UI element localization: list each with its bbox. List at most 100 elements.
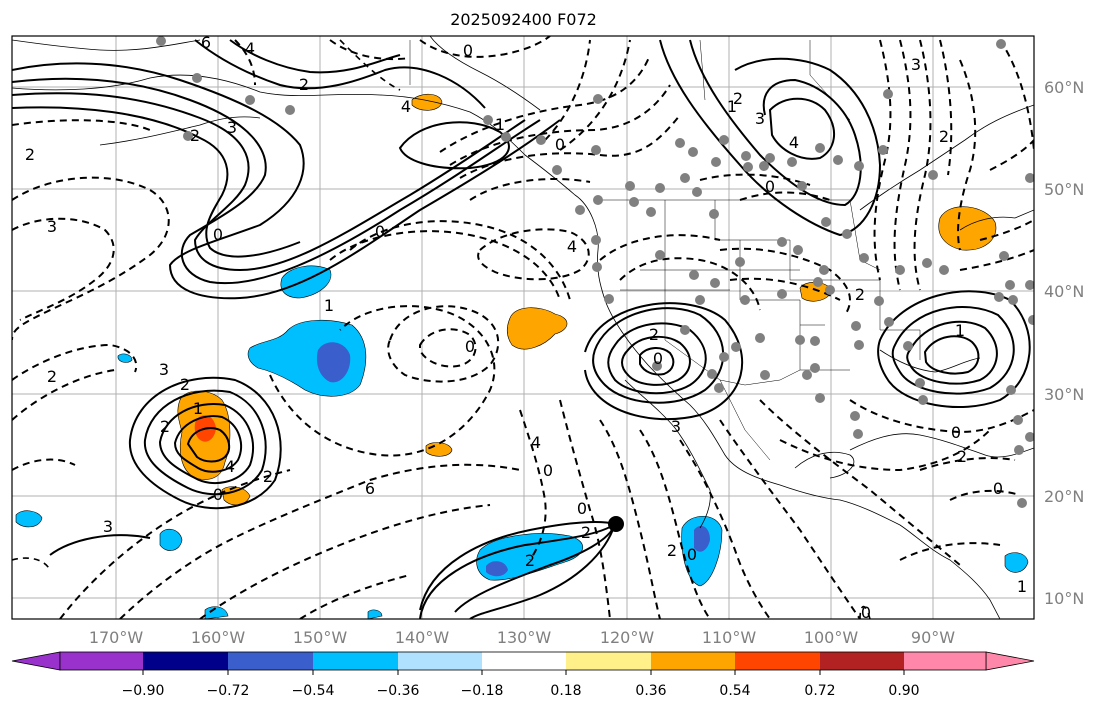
station-dot xyxy=(689,270,699,280)
contour-label: 2 xyxy=(180,375,190,394)
contour-label: 3 xyxy=(671,417,681,436)
colorbar-segment xyxy=(820,652,904,670)
station-dot xyxy=(536,135,546,145)
station-dot xyxy=(922,258,932,268)
station-dot xyxy=(655,183,665,193)
colorbar-label: −0.72 xyxy=(207,683,250,699)
shade-positive xyxy=(506,307,568,350)
station-dot xyxy=(675,138,685,148)
lat-tick: 40°N xyxy=(1044,282,1084,301)
station-dot xyxy=(918,395,928,405)
station-dot xyxy=(591,235,601,245)
contour-label: 1 xyxy=(193,399,203,418)
station-dot xyxy=(810,363,820,373)
station-dot xyxy=(743,162,753,172)
contour-label: 2 xyxy=(733,89,743,108)
contour-label: 2 xyxy=(855,285,865,304)
station-dot xyxy=(655,250,665,260)
contour-label: 0 xyxy=(861,603,871,622)
lon-tick: 110°W xyxy=(702,628,757,647)
contour-label: 3 xyxy=(103,517,113,536)
contour-label: 0 xyxy=(543,461,553,480)
station-dot xyxy=(815,143,825,153)
shade-strong-neg xyxy=(486,561,508,577)
station-dot xyxy=(245,95,255,105)
lat-tick: 30°N xyxy=(1044,385,1084,404)
station-dot xyxy=(652,361,662,371)
contour-label: 1 xyxy=(324,296,334,315)
station-dot xyxy=(850,411,860,421)
station-dot xyxy=(707,369,717,379)
station-dot xyxy=(625,181,635,191)
station-dot xyxy=(575,205,585,215)
contour-label: 2 xyxy=(263,467,273,486)
colorbar-segment xyxy=(228,652,313,670)
station-dot xyxy=(629,197,639,207)
contour-label: 0 xyxy=(577,499,587,518)
station-dot xyxy=(1025,432,1034,442)
contour-label: 4 xyxy=(531,433,541,452)
colorbar-segment xyxy=(398,652,482,670)
shade-positive xyxy=(221,486,251,506)
contour-label: 2 xyxy=(667,541,677,560)
station-dot xyxy=(842,229,852,239)
contour-label: 3 xyxy=(911,55,921,74)
lat-tick-labels: 60°N 50°N 40°N 30°N 20°N 10°N xyxy=(1044,78,1084,608)
contour-label: 3 xyxy=(755,109,765,128)
station-dot xyxy=(692,187,702,197)
colorbar-segment xyxy=(482,652,566,670)
station-dot xyxy=(285,105,295,115)
contour-label: 0 xyxy=(687,545,697,564)
shade-strong-neg xyxy=(316,342,351,383)
station-dot xyxy=(928,170,938,180)
station-dot xyxy=(939,265,949,275)
contour-label: 0 xyxy=(213,485,223,504)
station-dot xyxy=(719,135,729,145)
shade-negative xyxy=(1004,552,1029,573)
lat-tick: 50°N xyxy=(1044,180,1084,199)
shade-negative xyxy=(117,353,133,363)
station-dot xyxy=(797,181,807,191)
station-dot xyxy=(874,296,884,306)
contour-label: 6 xyxy=(365,479,375,498)
contour-label: 0 xyxy=(555,135,565,154)
contour-label: 0 xyxy=(465,337,475,356)
station-dot xyxy=(592,262,602,272)
station-dot xyxy=(604,294,614,304)
station-dot xyxy=(1028,315,1034,325)
colorbar-segment xyxy=(313,652,398,670)
contour-label: 4 xyxy=(567,237,577,256)
lon-tick: 150°W xyxy=(293,628,348,647)
contour-label: 1 xyxy=(1017,577,1027,596)
station-dot xyxy=(1005,280,1015,290)
station-dot xyxy=(1014,445,1024,455)
station-dot xyxy=(883,89,893,99)
colorbar: −0.90 −0.72 −0.54 −0.36 −0.18 0.18 0.36 0.54 0.7… xyxy=(11,651,1035,699)
contour-label: 2 xyxy=(649,325,659,344)
station-dot xyxy=(833,155,843,165)
colorbar-under-arrow xyxy=(11,651,61,671)
contour-label: 0 xyxy=(765,177,775,196)
contour-label: 3 xyxy=(227,118,237,137)
station-dot xyxy=(501,132,511,142)
lon-tick: 160°W xyxy=(191,628,246,647)
contour-label: 0 xyxy=(213,225,223,244)
lon-tick-labels: 170°W 160°W 150°W 140°W 130°W 120°W 110°… xyxy=(89,628,955,647)
contour-label: 2 xyxy=(581,523,591,542)
station-dot xyxy=(1006,385,1016,395)
station-dot xyxy=(1008,295,1018,305)
lat-tick: 60°N xyxy=(1044,78,1084,97)
contour-label: 2 xyxy=(525,551,535,570)
contour-label: 2 xyxy=(299,75,309,94)
station-dot xyxy=(884,317,894,327)
colorbar-label: 0.54 xyxy=(719,683,750,699)
colorbar-segment xyxy=(904,652,986,670)
station-dot xyxy=(680,173,690,183)
station-dot xyxy=(755,333,765,343)
station-dot xyxy=(759,161,769,171)
shade-positive xyxy=(411,93,443,111)
lon-tick: 140°W xyxy=(395,628,450,647)
colorbar-segment xyxy=(143,652,228,670)
contour-label: 2 xyxy=(939,127,949,146)
